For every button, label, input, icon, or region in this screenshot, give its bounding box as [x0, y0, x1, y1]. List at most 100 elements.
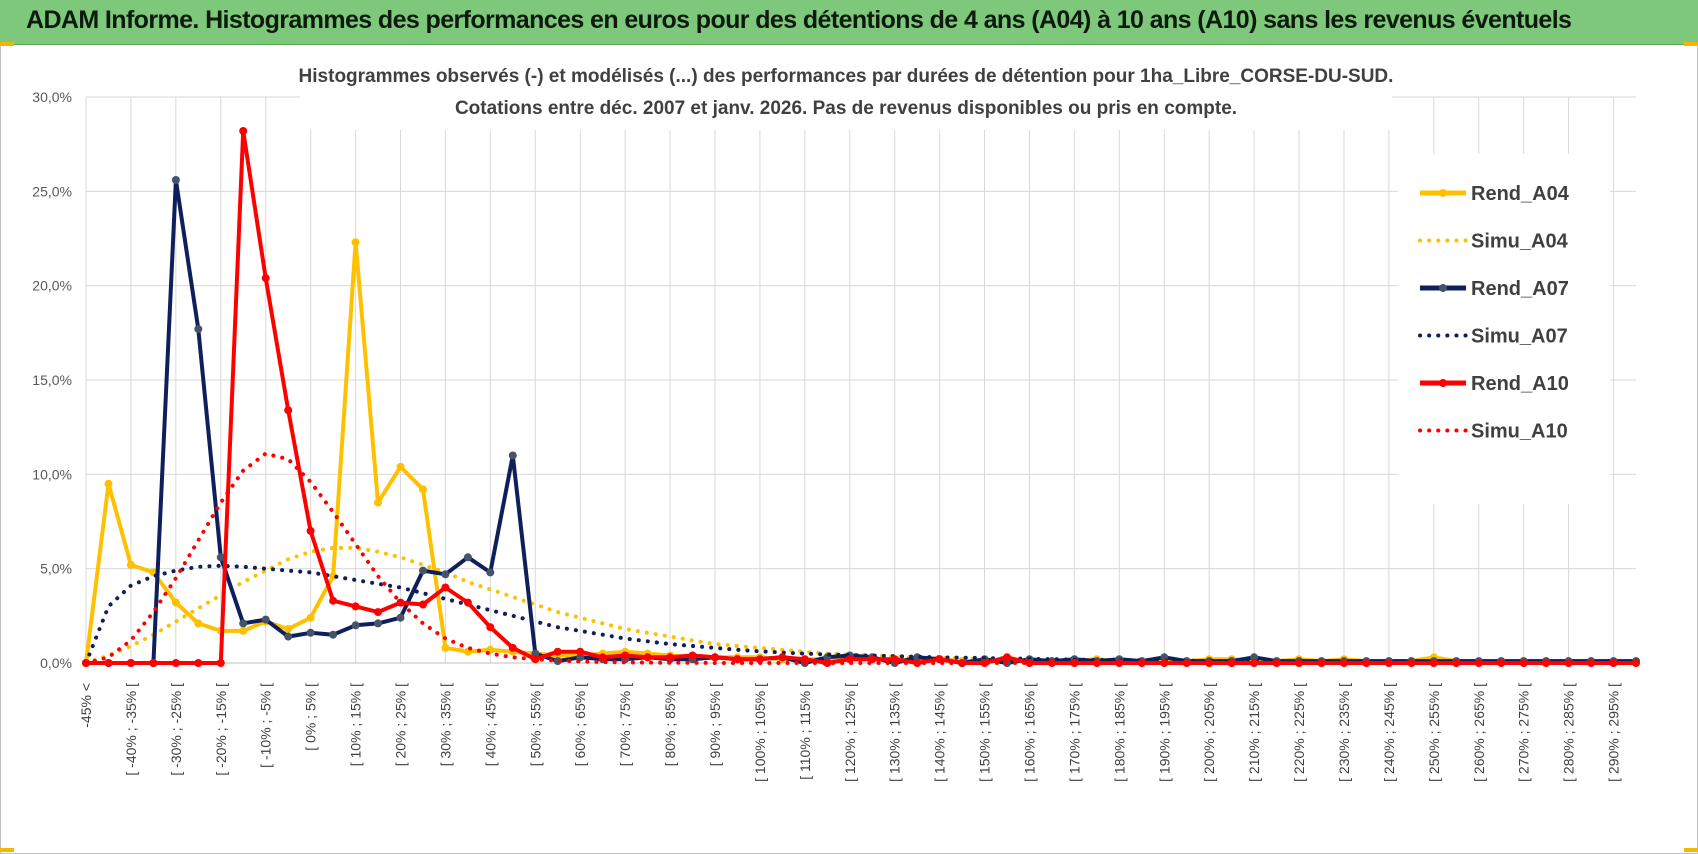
data-point-Rend_A10	[284, 406, 293, 415]
data-point-Rend_A10	[823, 659, 832, 667]
data-point-Rend_A07	[329, 630, 338, 639]
data-point-Rend_A10	[688, 651, 697, 660]
x-tick-label: [ 50% ; 55% [	[527, 683, 543, 766]
legend: Rend_A04 Simu_A04 Rend_A07 Simu_A07 Rend_A10…	[1418, 183, 1570, 443]
data-point-Rend_A10	[755, 655, 764, 664]
x-tick-label: [ 20% ; 25% [	[392, 683, 408, 766]
data-point-Rend_A04	[374, 498, 382, 507]
report-title: ADAM Informe. Histogrammes des performan…	[26, 6, 1572, 34]
x-tick-label: [ 150% ; 155% [	[977, 683, 993, 782]
data-point-Rend_A10	[1070, 659, 1079, 667]
x-tick-label: [ 110% ; 115% [	[797, 683, 813, 780]
legend-label: Simu_A10	[1471, 421, 1568, 443]
data-point-Rend_A10	[126, 659, 135, 667]
data-point-Rend_A10	[1272, 659, 1281, 667]
series-Simu_A07	[84, 563, 1638, 665]
x-tick-label: [ 250% ; 255% [	[1426, 683, 1442, 782]
x-tick-label: [ 290% ; 295% [	[1606, 683, 1622, 782]
data-point-Rend_A07	[284, 632, 293, 641]
data-point-Rend_A10	[1587, 659, 1596, 667]
data-point-Rend_A10	[733, 655, 742, 664]
y-tick-label: 10,0%	[32, 466, 72, 482]
data-point-Rend_A07	[216, 553, 225, 562]
data-point-Rend_A10	[1160, 659, 1169, 667]
series-line-Simu_A07	[84, 563, 1638, 665]
data-point-Rend_A07	[194, 325, 203, 334]
data-point-Rend_A10	[1317, 659, 1326, 667]
x-tick-label: [ 90% ; 95% [	[707, 683, 723, 766]
data-point-Rend_A10	[1497, 659, 1506, 667]
legend-entry-Simu_A10: Simu_A10	[1418, 421, 1568, 443]
y-tick-label: 15,0%	[32, 372, 72, 388]
legend-label: Simu_A04	[1471, 231, 1569, 253]
data-point-Rend_A07	[486, 568, 495, 577]
chart-title-background	[300, 58, 1392, 130]
legend-marker	[1439, 379, 1447, 387]
x-tick-label: [ 80% ; 85% [	[662, 683, 678, 766]
x-tick-label: [ 180% ; 185% [	[1111, 683, 1127, 782]
legend-entry-Rend_A04: Rend_A04	[1420, 183, 1570, 205]
x-tick-label: [ 200% ; 205% [	[1201, 683, 1217, 782]
data-point-Rend_A10	[329, 596, 338, 605]
data-point-Rend_A10	[711, 653, 719, 662]
data-point-Rend_A07	[351, 621, 360, 630]
data-point-Rend_A10	[306, 526, 315, 535]
x-tick-label: [ 70% ; 75% [	[617, 683, 633, 766]
data-point-Rend_A04	[441, 643, 450, 652]
x-tick-label: [ 30% ; 35% [	[437, 683, 453, 766]
data-point-Rend_A10	[553, 647, 562, 656]
data-point-Rend_A07	[171, 176, 180, 184]
data-point-Rend_A10	[1115, 659, 1124, 667]
data-point-Rend_A04	[419, 485, 427, 494]
data-point-Rend_A10	[1609, 659, 1618, 667]
x-tick-label: [ 230% ; 235% [	[1336, 683, 1352, 782]
x-tick-label: [ 130% ; 135% [	[887, 683, 903, 782]
data-point-Rend_A10	[980, 659, 989, 667]
chart-title: Histogrammes observés (-) et modélisés (…	[299, 66, 1394, 87]
data-point-Rend_A07	[396, 613, 405, 622]
x-tick-label: [ 210% ; 215% [	[1246, 683, 1262, 782]
data-point-Rend_A10	[800, 655, 809, 664]
data-point-Rend_A10	[149, 659, 158, 667]
data-point-Rend_A10	[598, 653, 607, 662]
performance-histogram-chart: 0,0% 5,0% 10,0% 15,0% 20,0% 25,0% 30,0% -45% <…	[32, 58, 1640, 782]
legend-label: Rend_A04	[1471, 183, 1570, 205]
data-point-Rend_A04	[306, 613, 315, 622]
series-line-Simu_A10	[84, 451, 1638, 665]
corner-mark	[1684, 848, 1698, 852]
data-point-Rend_A10	[351, 602, 360, 611]
data-point-Rend_A04	[126, 560, 135, 569]
data-point-Rend_A07	[441, 570, 450, 579]
data-point-Rend_A10	[666, 653, 675, 662]
corner-mark	[0, 848, 14, 852]
legend-marker	[1439, 189, 1447, 197]
data-point-Rend_A10	[486, 623, 495, 632]
gridlines	[85, 96, 1636, 664]
x-tick-label: [ -30% ; -25% [	[168, 683, 184, 776]
data-point-Rend_A10	[1205, 659, 1214, 667]
corner-mark	[1684, 42, 1698, 46]
data-point-Rend_A10	[508, 643, 517, 652]
y-tick-label: 20,0%	[32, 278, 72, 294]
data-point-Rend_A10	[419, 600, 427, 609]
x-tick-label: [ 280% ; 285% [	[1561, 683, 1577, 782]
legend-entry-Simu_A04: Simu_A04	[1418, 231, 1569, 253]
data-point-Rend_A04	[239, 626, 248, 635]
legend-label: Rend_A10	[1471, 373, 1569, 395]
x-tick-label: [ 140% ; 145% [	[932, 683, 948, 782]
chart-subtitle: Cotations entre déc. 2007 et janv. 2026.…	[455, 98, 1237, 119]
data-point-Rend_A07	[374, 619, 382, 628]
y-tick-label: 25,0%	[32, 183, 72, 199]
x-tick-label: [ 120% ; 125% [	[842, 683, 858, 782]
y-tick-label: 30,0%	[32, 89, 72, 105]
x-tick-label: [ -40% ; -35% [	[123, 683, 139, 776]
data-point-Rend_A04	[396, 462, 405, 471]
data-point-Rend_A10	[1025, 659, 1034, 667]
y-axis-ticks: 0,0% 5,0% 10,0% 15,0% 20,0% 25,0% 30,0%	[32, 89, 72, 671]
x-tick-label: [ 220% ; 225% [	[1291, 683, 1307, 782]
x-tick-label: [ -20% ; -15% [	[213, 683, 229, 776]
x-tick-label: [ 270% ; 275% [	[1516, 683, 1532, 782]
data-point-Rend_A10	[171, 659, 180, 667]
series-Simu_A10	[84, 451, 1638, 665]
data-point-Rend_A10	[194, 659, 203, 667]
